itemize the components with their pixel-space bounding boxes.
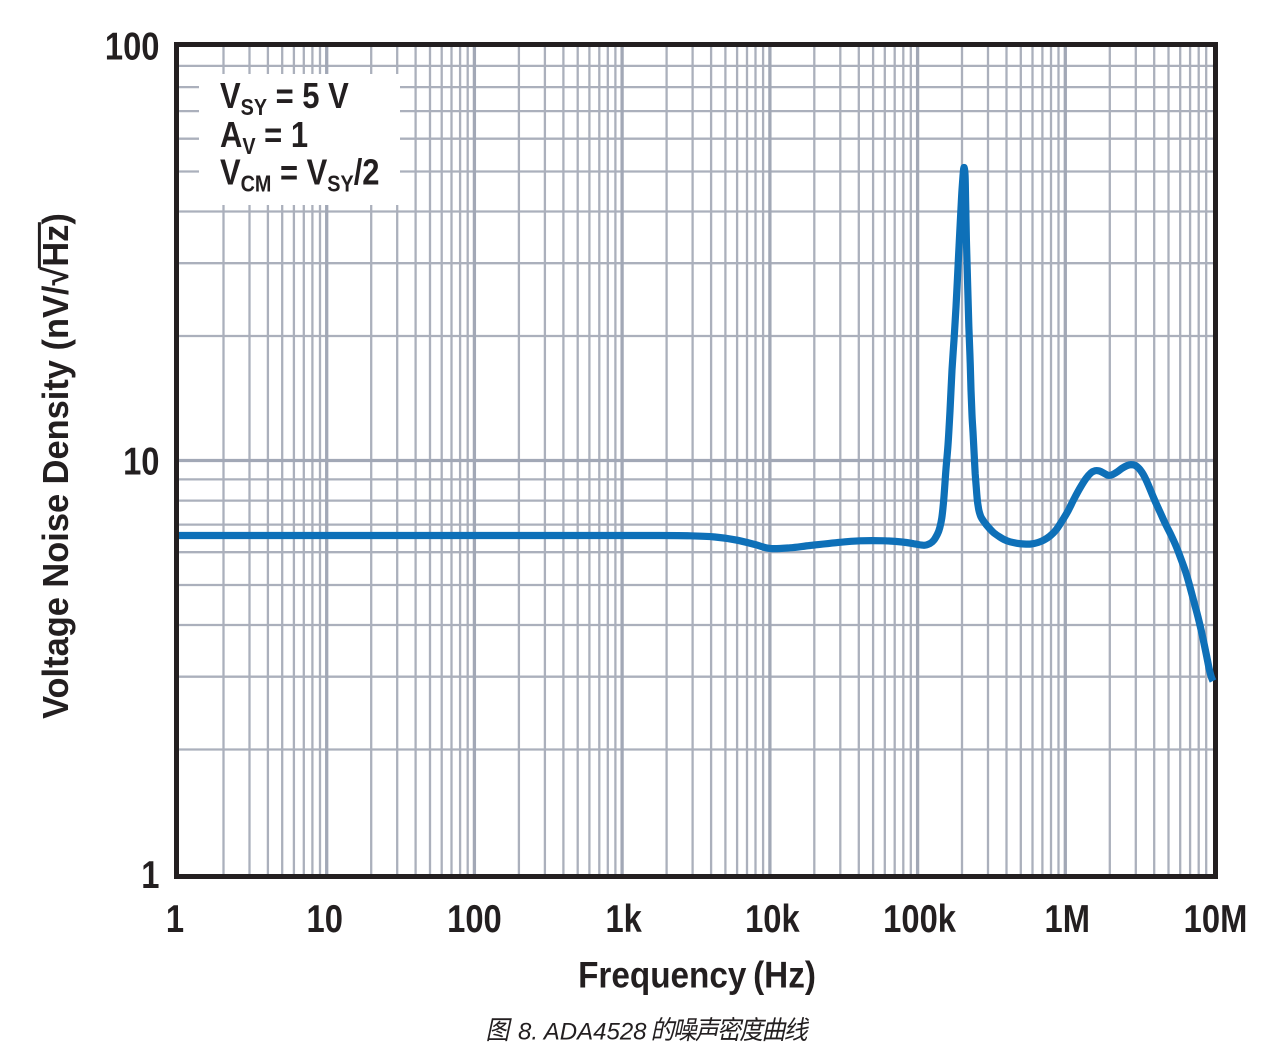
svg-text:AV​ = 1: AV​ = 1 — [220, 116, 308, 159]
svg-text:VSY​ = 5 V: VSY​ = 5 V — [220, 77, 349, 120]
svg-text:VCM​ = VSY​/2: VCM​ = VSY​/2 — [220, 153, 380, 196]
svg-text:100: 100 — [105, 25, 160, 68]
svg-text:10M: 10M — [1184, 898, 1248, 941]
svg-text:10k: 10k — [745, 898, 800, 941]
svg-text:Frequency (Hz): Frequency (Hz) — [578, 955, 816, 996]
svg-text:10: 10 — [307, 898, 343, 941]
svg-text:8. ADA4528: 8. ADA4528 — [518, 1018, 647, 1045]
svg-text:Voltage Noise Density (nV/√Hz): Voltage Noise Density (nV/√Hz) — [36, 213, 76, 719]
svg-text:1: 1 — [166, 898, 184, 941]
svg-text:1k: 1k — [605, 898, 642, 941]
svg-text:100k: 100k — [883, 898, 956, 941]
svg-text:1M: 1M — [1045, 898, 1090, 941]
svg-text:100: 100 — [447, 898, 502, 941]
svg-text:10: 10 — [123, 440, 159, 483]
svg-text:1: 1 — [141, 854, 159, 897]
